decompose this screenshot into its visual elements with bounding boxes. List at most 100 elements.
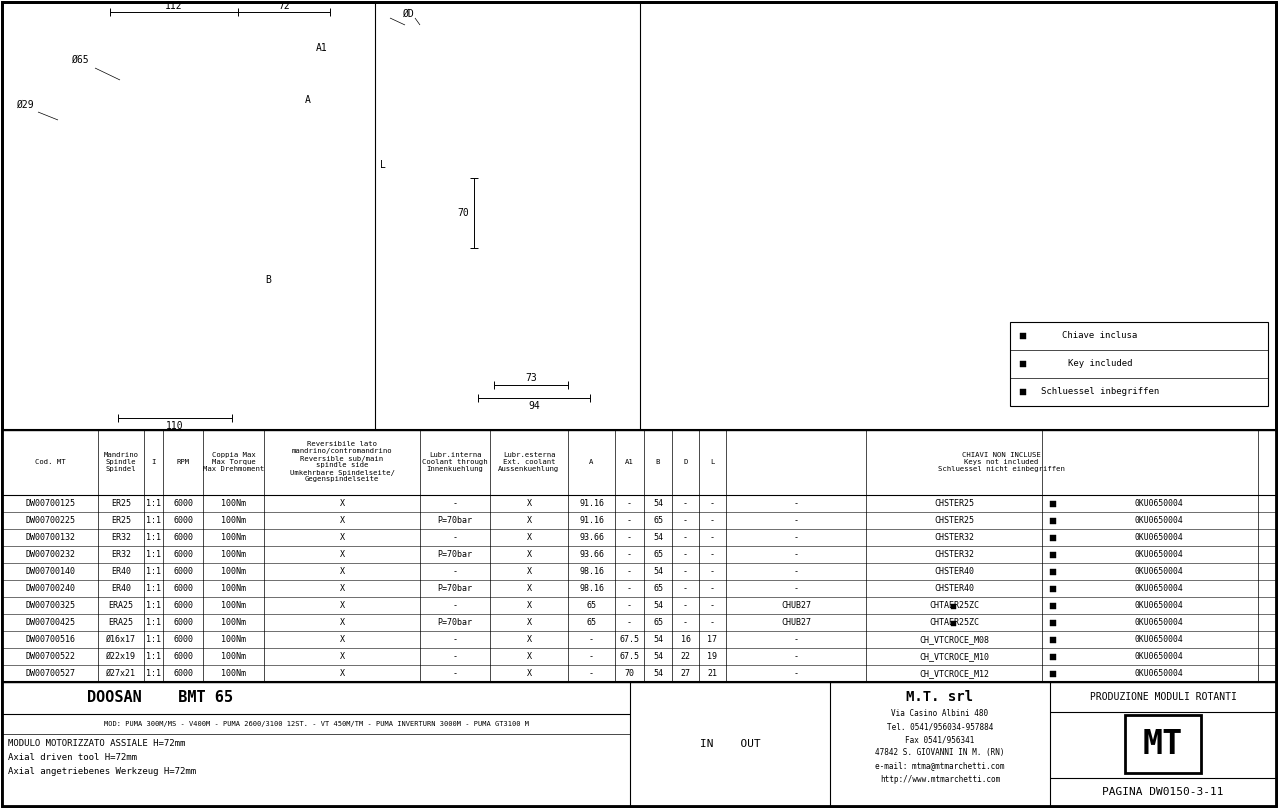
- Bar: [1051, 586, 1056, 591]
- Text: 54: 54: [653, 669, 663, 678]
- Text: 6000: 6000: [173, 618, 193, 627]
- Text: PRODUZIONE MODULI ROTANTI: PRODUZIONE MODULI ROTANTI: [1090, 692, 1236, 702]
- Text: 21: 21: [708, 669, 717, 678]
- Text: 0KU0650004: 0KU0650004: [1135, 533, 1183, 542]
- Text: http://www.mtmarchetti.com: http://www.mtmarchetti.com: [879, 775, 1001, 784]
- Text: 6000: 6000: [173, 669, 193, 678]
- Text: -: -: [452, 652, 458, 661]
- Text: -: -: [452, 567, 458, 576]
- Text: I: I: [151, 459, 156, 465]
- Text: DW00700125: DW00700125: [26, 499, 75, 508]
- Bar: [1051, 603, 1056, 608]
- Text: 1:1: 1:1: [146, 669, 161, 678]
- Text: 6000: 6000: [173, 550, 193, 559]
- Bar: [1051, 569, 1056, 574]
- Text: CHSTER40: CHSTER40: [934, 567, 974, 576]
- Text: Via Casino Albini 480: Via Casino Albini 480: [892, 709, 989, 718]
- Text: M.T. srl: M.T. srl: [906, 690, 974, 704]
- Text: X: X: [340, 499, 345, 508]
- Text: 19: 19: [708, 652, 717, 661]
- Text: 1:1: 1:1: [146, 652, 161, 661]
- Text: CH_VTCROCE_M10: CH_VTCROCE_M10: [919, 652, 989, 661]
- Text: -: -: [682, 618, 688, 627]
- Bar: [1020, 361, 1026, 367]
- Text: 100Nm: 100Nm: [221, 567, 245, 576]
- Text: 1:1: 1:1: [146, 516, 161, 525]
- Text: 67.5: 67.5: [620, 652, 639, 661]
- Text: 47842 S. GIOVANNI IN M. (RN): 47842 S. GIOVANNI IN M. (RN): [875, 748, 1005, 758]
- Text: -: -: [794, 499, 799, 508]
- Text: DW00700325: DW00700325: [26, 601, 75, 610]
- Text: 6000: 6000: [173, 584, 193, 593]
- Text: Mandrino
Spindle
Spindel: Mandrino Spindle Spindel: [104, 452, 138, 472]
- Text: -: -: [627, 584, 633, 593]
- Text: -: -: [589, 635, 594, 644]
- Text: 65: 65: [653, 618, 663, 627]
- Bar: [3, 430, 1275, 682]
- Text: Lubr.interna
Coolant through
Innenkuehlung: Lubr.interna Coolant through Innenkuehlu…: [422, 452, 488, 472]
- Bar: [951, 604, 956, 608]
- Text: P=70bar: P=70bar: [437, 618, 473, 627]
- Text: Cod. MT: Cod. MT: [35, 459, 65, 465]
- Text: 0KU0650004: 0KU0650004: [1135, 550, 1183, 559]
- Text: 0KU0650004: 0KU0650004: [1135, 567, 1183, 576]
- Text: Axial driven tool H=72mm: Axial driven tool H=72mm: [8, 754, 137, 763]
- Text: 17: 17: [708, 635, 717, 644]
- Text: MOD: PUMA 300M/MS - V400M - PUMA 2600/3100 12ST. - VT 450M/TM - PUMA INVERTURN 3: MOD: PUMA 300M/MS - V400M - PUMA 2600/31…: [104, 721, 529, 727]
- Text: -: -: [452, 533, 458, 542]
- Text: -: -: [711, 516, 714, 525]
- Text: IN    OUT: IN OUT: [699, 739, 760, 749]
- Text: -: -: [627, 618, 633, 627]
- Text: X: X: [340, 601, 345, 610]
- Text: 6000: 6000: [173, 533, 193, 542]
- Text: A: A: [589, 459, 594, 465]
- Text: -: -: [627, 533, 633, 542]
- Text: D: D: [684, 459, 688, 465]
- Text: -: -: [682, 499, 688, 508]
- Text: -: -: [794, 635, 799, 644]
- Bar: [951, 621, 956, 625]
- Bar: [1020, 389, 1026, 395]
- Text: X: X: [340, 635, 345, 644]
- Text: Ø29: Ø29: [17, 100, 33, 110]
- Text: 100Nm: 100Nm: [221, 669, 245, 678]
- Text: X: X: [340, 652, 345, 661]
- Text: 0KU0650004: 0KU0650004: [1135, 499, 1183, 508]
- Text: X: X: [340, 618, 345, 627]
- Text: 1:1: 1:1: [146, 635, 161, 644]
- Text: 100Nm: 100Nm: [221, 635, 245, 644]
- Text: -: -: [627, 499, 633, 508]
- Text: ER32: ER32: [111, 533, 132, 542]
- Text: Fax 0541/956341: Fax 0541/956341: [905, 735, 975, 744]
- Text: ER25: ER25: [111, 516, 132, 525]
- Text: 1:1: 1:1: [146, 584, 161, 593]
- Text: 65: 65: [653, 550, 663, 559]
- Text: RPM: RPM: [176, 459, 189, 465]
- Text: 54: 54: [653, 601, 663, 610]
- Text: X: X: [340, 567, 345, 576]
- Text: A1: A1: [316, 43, 328, 53]
- Text: ØD: ØD: [403, 9, 414, 19]
- Text: e-mail: mtma@mtmarchetti.com: e-mail: mtma@mtmarchetti.com: [875, 761, 1005, 771]
- Text: CHSTER32: CHSTER32: [934, 533, 974, 542]
- Text: B: B: [656, 459, 661, 465]
- Text: X: X: [527, 550, 532, 559]
- Text: DW00700232: DW00700232: [26, 550, 75, 559]
- Text: Ø22x19: Ø22x19: [106, 652, 135, 661]
- Text: 6000: 6000: [173, 516, 193, 525]
- Text: -: -: [711, 533, 714, 542]
- Text: DW00700240: DW00700240: [26, 584, 75, 593]
- Text: PAGINA DW0150-3-11: PAGINA DW0150-3-11: [1102, 787, 1224, 797]
- Text: 100Nm: 100Nm: [221, 533, 245, 542]
- Text: 6000: 6000: [173, 601, 193, 610]
- Text: CHTAER25ZC: CHTAER25ZC: [929, 618, 979, 627]
- Text: X: X: [340, 669, 345, 678]
- Text: MODULO MOTORIZZATO ASSIALE H=72mm: MODULO MOTORIZZATO ASSIALE H=72mm: [8, 739, 185, 748]
- Text: -: -: [627, 516, 633, 525]
- Text: X: X: [340, 584, 345, 593]
- Text: -: -: [452, 601, 458, 610]
- Text: -: -: [682, 567, 688, 576]
- Text: 100Nm: 100Nm: [221, 601, 245, 610]
- Text: 0KU0650004: 0KU0650004: [1135, 618, 1183, 627]
- Text: CHUB27: CHUB27: [781, 601, 812, 610]
